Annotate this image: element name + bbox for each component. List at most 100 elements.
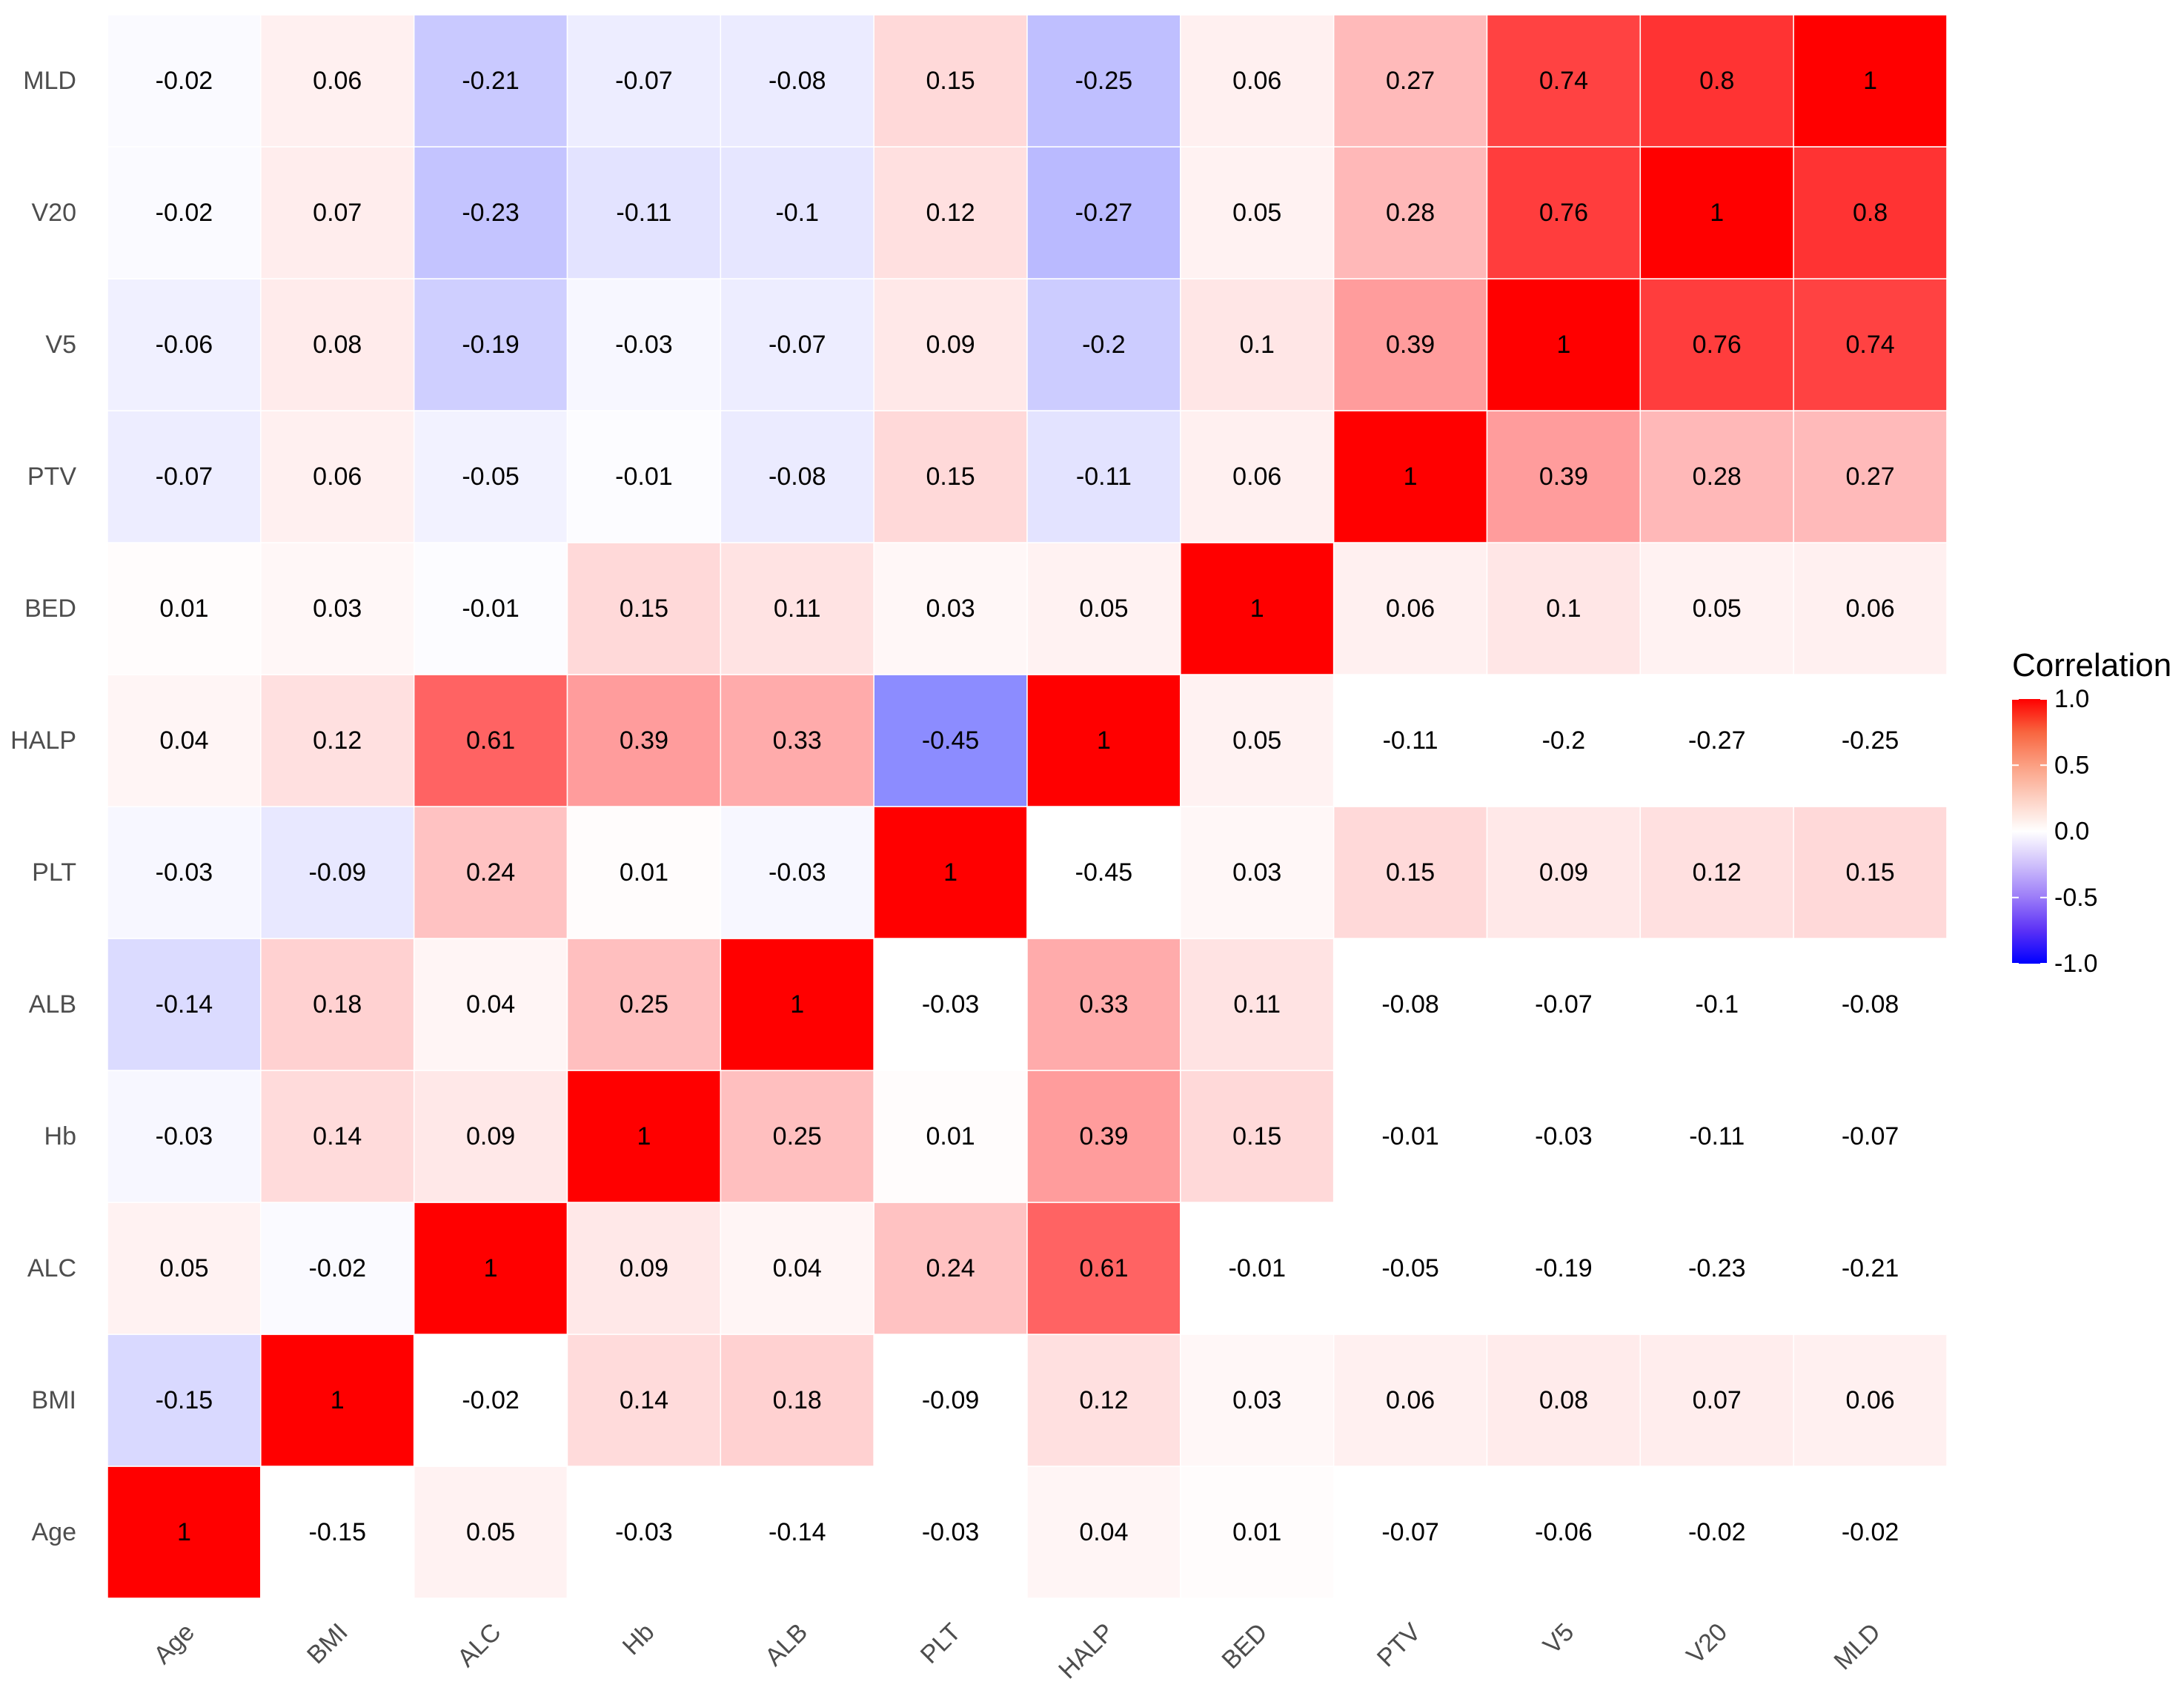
cell-label-PTV-ALB: -0.08 [769,463,826,491]
legend-ticks: 1.0 0.5 0.0 -0.5 -1.0 [2012,685,2098,978]
heatmap-cell-Age-HALP [1026,1466,1181,1599]
heatmap-cell-PLT-V5 [1486,806,1642,939]
heatmap-cell-ALC-Age [107,1202,262,1335]
cell-label-Hb-PTV: -0.01 [1381,1122,1439,1150]
cell-label-Hb-MLD: -0.07 [1842,1122,1899,1150]
y-tick-label-PTV: PTV [27,463,76,491]
heatmap-cell-Hb-V20 [1639,1070,1794,1203]
cell-label-Age-V5: -0.06 [1535,1518,1593,1546]
heatmap-cell-PLT-HALP [1026,806,1181,939]
cell-label-BED-BMI: 0.03 [313,595,362,623]
x-tick-label-HALP: HALP [1053,1618,1120,1685]
heatmap-cell-Hb-Age [107,1070,262,1203]
heatmap-cell-PTV-V5 [1486,410,1642,543]
y-tick-label-HALP: HALP [10,726,76,755]
heatmap-cell-ALB-HALP [1026,938,1181,1071]
heatmap-cell-V20-V20 [1639,146,1794,279]
heatmap-cell-V20-ALB [720,146,874,279]
cell-label-PLT-ALB: -0.03 [769,858,826,887]
heatmap-cell-V20-Age [107,146,262,279]
cell-label-PTV-HALP: -0.11 [1076,463,1132,491]
cell-label-PTV-MLD: 0.27 [1845,463,1894,491]
cell-label-HALP-Hb: 0.39 [620,726,668,755]
heatmap-cells [107,14,1948,1599]
legend-tick-label: -0.5 [2054,884,2098,912]
cell-label-V20-BED: 0.05 [1232,199,1281,227]
heatmap-cell-PTV-V20 [1639,410,1794,543]
heatmap-cell-BMI-Hb [566,1334,722,1467]
heatmap-cell-ALB-Age [107,938,262,1071]
cell-label-ALC-Hb: 0.09 [620,1254,668,1282]
heatmap-cell-BMI-HALP [1026,1334,1181,1467]
cell-label-ALC-HALP: 0.61 [1079,1254,1128,1282]
heatmap-cell-V5-Age [107,278,262,411]
heatmap-cell-MLD-V20 [1639,14,1794,148]
cell-label-ALC-V20: -0.23 [1688,1254,1746,1282]
heatmap-cell-PLT-PTV [1332,806,1488,939]
cell-label-Age-ALC: 0.05 [466,1518,515,1546]
cell-label-Age-PTV: -0.07 [1381,1518,1439,1546]
heatmap-cell-Age-V5 [1486,1466,1642,1599]
heatmap-cell-PTV-MLD [1793,410,1948,543]
heatmap-cell-V5-BMI [260,278,415,411]
heatmap-cell-Hb-PLT [873,1070,1028,1203]
cell-label-V5-MLD: 0.74 [1845,331,1894,359]
cell-label-PTV-BED: 0.06 [1232,463,1281,491]
heatmap-cell-PTV-Age [107,410,262,543]
heatmap-cell-BMI-V20 [1639,1334,1794,1467]
cell-label-V20-MLD: 0.8 [1853,199,1888,227]
cell-label-BMI-BED: 0.03 [1232,1386,1281,1414]
heatmap-cell-V5-MLD [1793,278,1948,411]
cell-label-BMI-Hb: 0.14 [620,1386,668,1414]
heatmap-cell-BED-BED [1180,542,1335,675]
cell-label-MLD-Hb: -0.07 [615,67,673,95]
heatmap-cell-Age-BMI [260,1466,415,1599]
cell-label-ALB-V5: -0.07 [1535,990,1593,1019]
cell-label-MLD-BED: 0.06 [1232,67,1281,95]
cell-label-V5-Hb: -0.03 [615,331,673,359]
cell-label-ALB-ALB: 1 [790,990,804,1019]
heatmap-cell-BED-PTV [1332,542,1488,675]
cell-label-MLD-HALP: -0.25 [1075,67,1133,95]
cell-label-ALB-V20: -0.1 [1695,990,1739,1019]
cell-label-V20-ALB: -0.1 [775,199,819,227]
heatmap-cell-BED-V5 [1486,542,1642,675]
cell-label-HALP-PLT: -0.45 [922,726,980,755]
cell-label-HALP-V20: -0.27 [1688,726,1746,755]
heatmap-cell-HALP-ALB [720,674,874,807]
cell-label-BMI-ALC: -0.02 [462,1386,520,1414]
cell-label-MLD-V5: 0.74 [1539,67,1588,95]
cell-label-PLT-BED: 0.03 [1232,858,1281,887]
heatmap-cell-HALP-BMI [260,674,415,807]
cell-label-Hb-V20: -0.11 [1689,1122,1745,1150]
cell-label-PTV-BMI: 0.06 [313,463,362,491]
cell-label-ALB-Age: -0.14 [156,990,213,1019]
y-tick-label-BED: BED [24,595,76,623]
cell-label-PLT-MLD: 0.15 [1845,858,1894,887]
heatmap-cell-PLT-PLT [873,806,1028,939]
cell-label-BMI-PTV: 0.06 [1386,1386,1435,1414]
cell-label-MLD-V20: 0.8 [1699,67,1734,95]
heatmap-cell-Age-PTV [1332,1466,1488,1599]
cell-label-BED-ALC: -0.01 [462,595,520,623]
heatmap-cell-MLD-V5 [1486,14,1642,148]
heatmap-cell-V5-BED [1180,278,1335,411]
heatmap-cell-BMI-PTV [1332,1334,1488,1467]
cell-label-MLD-PLT: 0.15 [926,67,975,95]
cell-label-BED-ALB: 0.11 [774,595,821,623]
cell-label-BMI-PLT: -0.09 [922,1386,980,1414]
cell-label-ALC-PLT: 0.24 [926,1254,975,1282]
heatmap-cell-V5-Hb [566,278,722,411]
x-tick-label-BMI: BMI [302,1618,354,1670]
heatmap-cell-Age-ALB [720,1466,874,1599]
heatmap-cell-PLT-BED [1180,806,1335,939]
cell-label-ALB-PLT: -0.03 [922,990,980,1019]
heatmap-cell-ALB-ALB [720,938,874,1071]
cell-label-BED-Hb: 0.15 [620,595,668,623]
heatmap-cell-BED-ALC [413,542,568,675]
cell-label-HALP-HALP: 1 [1097,726,1111,755]
heatmap-cell-PTV-PTV [1332,410,1488,543]
cell-label-Hb-Hb: 1 [637,1122,651,1150]
cell-label-PTV-Age: -0.07 [156,463,213,491]
heatmap-cell-Hb-V5 [1486,1070,1642,1203]
